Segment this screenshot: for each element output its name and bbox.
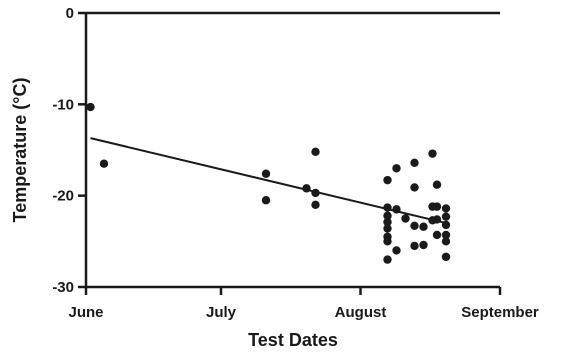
data-point	[432, 202, 442, 211]
data-point	[432, 230, 442, 240]
data-point	[261, 196, 271, 205]
y-tick-label: -30	[52, 279, 74, 296]
data-point	[419, 240, 428, 250]
data-point	[410, 241, 419, 251]
data-point	[419, 222, 428, 231]
data-point	[302, 184, 311, 193]
data-point	[401, 214, 410, 223]
data-point	[383, 217, 392, 227]
data-point	[432, 215, 442, 224]
data-point	[441, 237, 451, 246]
data-point	[392, 164, 401, 173]
data-point	[311, 200, 320, 209]
data-point	[441, 220, 451, 230]
x-tick-label: July	[206, 304, 237, 321]
x-tick-label: September	[461, 304, 539, 321]
data-point	[311, 188, 320, 198]
data-point	[383, 203, 392, 212]
data-point	[441, 230, 451, 240]
data-point	[311, 147, 320, 157]
data-point	[410, 158, 419, 167]
ticks: June July August September 0 -10 -20 -30	[52, 5, 539, 321]
y-axis-title: Temperature (°C)	[10, 78, 30, 223]
data-point	[383, 224, 392, 233]
x-tick-label: August	[335, 304, 387, 321]
y-tick-label: 0	[66, 5, 74, 22]
data-point	[99, 159, 109, 168]
data-points	[86, 102, 451, 264]
data-point	[383, 255, 392, 264]
data-point	[432, 180, 442, 189]
data-point	[383, 211, 392, 220]
y-tick-label: -10	[52, 96, 74, 113]
x-tick-label: June	[68, 304, 103, 321]
data-point	[441, 204, 451, 213]
data-point	[410, 183, 419, 192]
data-point	[261, 169, 271, 178]
data-point	[392, 246, 401, 255]
data-point	[383, 237, 392, 246]
data-point	[383, 175, 392, 185]
y-tick-label: -20	[52, 188, 74, 205]
data-point	[441, 212, 451, 221]
data-point	[410, 221, 419, 231]
data-point	[392, 205, 401, 214]
x-axis-title: Test Dates	[248, 330, 338, 350]
data-point	[428, 149, 437, 158]
data-point	[441, 252, 451, 262]
axes	[84, 11, 500, 289]
data-point	[86, 102, 95, 112]
